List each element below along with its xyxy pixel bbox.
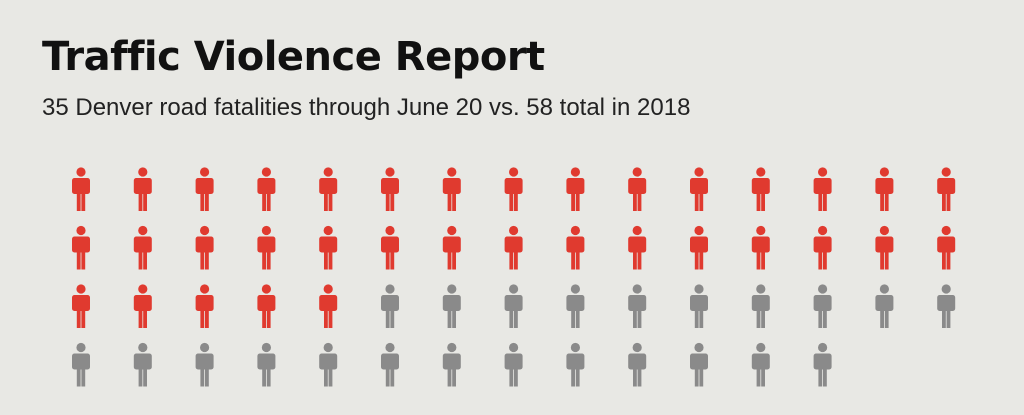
person-icon-total-2018 bbox=[875, 284, 894, 328]
person-icon-fatality-2019 bbox=[566, 225, 585, 270]
person-icon-fatality-2019 bbox=[442, 167, 461, 211]
chart-subtitle: 35 Denver road fatalities through June 2… bbox=[42, 94, 691, 121]
person-icon-fatality-2019 bbox=[195, 225, 214, 270]
person-icon-total-2018 bbox=[628, 342, 647, 387]
person-icon-total-2018 bbox=[690, 342, 708, 387]
person-icon-fatality-2019 bbox=[628, 225, 647, 270]
person-icon-fatality-2019 bbox=[72, 225, 90, 270]
person-icon-fatality-2019 bbox=[257, 284, 276, 328]
person-icon-total-2018 bbox=[937, 284, 956, 328]
person-icon-fatality-2019 bbox=[813, 167, 832, 211]
person-icon-fatality-2019 bbox=[937, 167, 956, 211]
person-icon-fatality-2019 bbox=[195, 284, 214, 328]
person-icon-total-2018 bbox=[381, 342, 399, 387]
person-icon-total-2018 bbox=[566, 284, 585, 328]
person-icon-total-2018 bbox=[690, 284, 708, 328]
person-icon-fatality-2019 bbox=[319, 284, 338, 328]
person-icon-fatality-2019 bbox=[133, 167, 152, 211]
person-icon-fatality-2019 bbox=[690, 167, 708, 211]
person-icon-total-2018 bbox=[381, 284, 399, 328]
person-icon-fatality-2019 bbox=[751, 225, 770, 270]
person-icon-fatality-2019 bbox=[690, 225, 708, 270]
person-icon-fatality-2019 bbox=[875, 167, 894, 211]
person-icon-total-2018 bbox=[566, 342, 585, 387]
person-icon-fatality-2019 bbox=[257, 225, 276, 270]
person-icon-fatality-2019 bbox=[628, 167, 647, 211]
person-icon-fatality-2019 bbox=[566, 167, 585, 211]
person-icon-total-2018 bbox=[813, 342, 832, 387]
person-icon-total-2018 bbox=[751, 342, 770, 387]
person-icon-fatality-2019 bbox=[133, 225, 152, 270]
person-icon-total-2018 bbox=[442, 284, 461, 328]
person-icon-total-2018 bbox=[751, 284, 770, 328]
person-icon-total-2018 bbox=[257, 342, 276, 387]
person-icon-total-2018 bbox=[72, 342, 90, 387]
person-icon-fatality-2019 bbox=[195, 167, 214, 211]
person-icon-fatality-2019 bbox=[133, 284, 152, 328]
person-icon-total-2018 bbox=[813, 284, 832, 328]
person-icon-fatality-2019 bbox=[504, 167, 523, 211]
person-icon-fatality-2019 bbox=[319, 167, 338, 211]
person-icon-fatality-2019 bbox=[937, 225, 956, 270]
person-icon-total-2018 bbox=[442, 342, 461, 387]
person-icon-fatality-2019 bbox=[751, 167, 770, 211]
person-icon-fatality-2019 bbox=[813, 225, 832, 270]
person-icon-total-2018 bbox=[504, 284, 523, 328]
person-icon-fatality-2019 bbox=[319, 225, 338, 270]
person-icon-fatality-2019 bbox=[875, 225, 894, 270]
person-icon-fatality-2019 bbox=[72, 167, 90, 211]
person-icon-fatality-2019 bbox=[381, 167, 399, 211]
person-icon-fatality-2019 bbox=[504, 225, 523, 270]
person-icon-fatality-2019 bbox=[72, 284, 90, 328]
chart-title: Traffic Violence Report bbox=[42, 34, 545, 80]
person-icon-fatality-2019 bbox=[381, 225, 399, 270]
person-icon-total-2018 bbox=[628, 284, 647, 328]
person-icon-fatality-2019 bbox=[442, 225, 461, 270]
person-icon-total-2018 bbox=[195, 342, 214, 387]
person-icon-total-2018 bbox=[133, 342, 152, 387]
person-icon-total-2018 bbox=[319, 342, 338, 387]
person-icon-fatality-2019 bbox=[257, 167, 276, 211]
person-icon-total-2018 bbox=[504, 342, 523, 387]
